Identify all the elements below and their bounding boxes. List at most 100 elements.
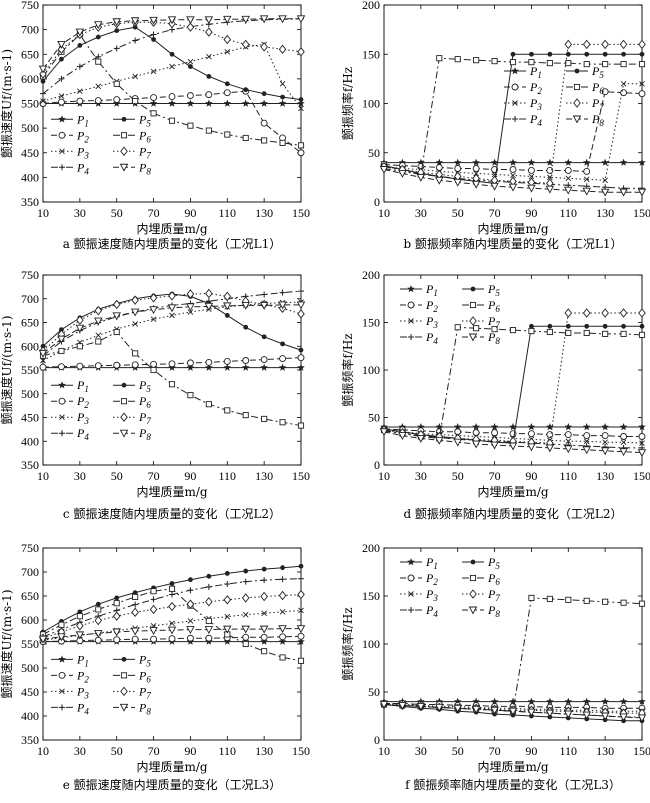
data-point-P8 <box>471 180 481 189</box>
data-point-P1 <box>527 158 536 166</box>
y-axis-label: 颤振速度Uf/(m·s-1) <box>0 315 14 424</box>
data-point-P5 <box>261 566 267 572</box>
data-point-P7 <box>564 39 573 50</box>
data-point-P5 <box>280 341 285 347</box>
data-point-P6 <box>491 326 498 333</box>
x-tick-label: 50 <box>111 469 123 483</box>
data-point-P2 <box>509 166 517 173</box>
data-point-P5 <box>639 323 645 329</box>
data-point-P8 <box>94 317 103 326</box>
data-point-P4 <box>261 577 268 584</box>
data-point-P4 <box>242 578 249 585</box>
data-point-P6 <box>95 58 102 65</box>
data-point-P8 <box>94 629 103 638</box>
data-point-P8 <box>38 349 48 358</box>
data-point-P1 <box>168 99 176 107</box>
data-point-P4 <box>279 289 286 296</box>
legend-marker-P2 <box>511 83 519 91</box>
data-point-P8 <box>278 625 287 634</box>
data-point-P3 <box>40 98 46 104</box>
data-point-P7 <box>582 39 591 50</box>
y-tick-label: 500 <box>21 387 39 401</box>
data-point-P1 <box>490 158 499 166</box>
data-point-P3 <box>583 176 590 183</box>
data-point-P5 <box>510 51 516 57</box>
legend-label-P1: P1 <box>425 282 438 298</box>
data-point-P5 <box>261 334 267 340</box>
x-tick-label: 150 <box>633 744 650 758</box>
data-point-P6 <box>187 122 194 129</box>
data-point-P7 <box>112 299 121 310</box>
data-point-P1 <box>260 363 268 371</box>
legend-marker-P8 <box>119 703 129 712</box>
data-point-P7 <box>76 621 84 631</box>
data-point-P1 <box>638 423 646 431</box>
data-point-P7 <box>168 291 176 301</box>
data-point-P6 <box>565 60 572 67</box>
data-point-P6 <box>76 343 83 350</box>
data-point-P2 <box>527 167 535 174</box>
data-point-P1 <box>564 697 573 705</box>
x-tick-label: 10 <box>37 744 49 758</box>
data-point-P8 <box>296 625 306 634</box>
data-point-P2 <box>94 362 102 370</box>
data-point-P1 <box>509 423 517 431</box>
data-point-P6 <box>620 330 627 337</box>
data-point-P7 <box>223 291 232 302</box>
data-point-P8 <box>241 15 250 24</box>
data-point-P3 <box>510 172 516 179</box>
data-point-P8 <box>149 306 158 315</box>
data-point-P8 <box>490 441 499 450</box>
data-point-P7 <box>223 595 232 605</box>
data-point-P6 <box>565 596 572 603</box>
legend-label-P1: P1 <box>76 652 89 668</box>
data-point-P8 <box>416 702 426 711</box>
data-point-P3 <box>224 613 231 620</box>
data-point-P1 <box>278 637 287 645</box>
data-point-P3 <box>565 438 572 445</box>
legend-label-P2: P2 <box>425 298 438 314</box>
series-line-P4 <box>383 168 642 189</box>
y-tick-label: 650 <box>21 589 39 603</box>
data-point-P6 <box>297 657 305 664</box>
data-point-P7 <box>205 27 213 37</box>
data-point-P2 <box>638 90 646 98</box>
x-tick-label: 50 <box>452 206 464 220</box>
data-point-P3 <box>639 80 645 87</box>
legend-label-P8: P8 <box>138 160 151 176</box>
data-point-P7 <box>94 615 103 626</box>
data-point-P2 <box>113 361 121 369</box>
data-point-P4 <box>132 37 139 44</box>
legend-label-P5: P5 <box>487 555 500 571</box>
data-point-P2 <box>150 360 158 368</box>
data-point-P2 <box>279 633 287 641</box>
data-point-P2 <box>260 119 268 127</box>
data-point-P8 <box>398 169 407 178</box>
data-point-P5 <box>224 81 230 87</box>
chart-panel-6: 10 30 50 70 90 110 130 150 0 50 100 150 200 内埋质量m/g 颤振… <box>340 541 650 792</box>
legend-marker-P2 <box>58 671 66 679</box>
series-P6 <box>39 328 305 429</box>
data-point-P1 <box>223 99 232 107</box>
data-point-P1 <box>435 158 444 166</box>
x-tick-label: 90 <box>525 469 537 483</box>
data-point-P6 <box>583 61 590 68</box>
series-P8 <box>379 166 647 197</box>
y-tick-label: 700 <box>21 292 39 306</box>
data-point-P8 <box>600 712 610 721</box>
series-line-P4 <box>383 704 642 718</box>
data-point-P3 <box>187 309 194 315</box>
data-point-P1 <box>601 697 609 705</box>
legend-label-P6: P6 <box>138 394 151 410</box>
y-tick-label: 350 <box>21 458 39 472</box>
y-tick-label: 650 <box>21 47 39 61</box>
data-point-P8 <box>435 703 444 712</box>
data-point-P6 <box>638 600 646 607</box>
x-tick-label: 50 <box>111 744 123 758</box>
y-axis-label: 颤振频率f/Hz <box>340 67 355 140</box>
data-point-P8 <box>545 185 555 194</box>
data-point-P5 <box>547 51 553 57</box>
data-point-P1 <box>619 158 628 166</box>
